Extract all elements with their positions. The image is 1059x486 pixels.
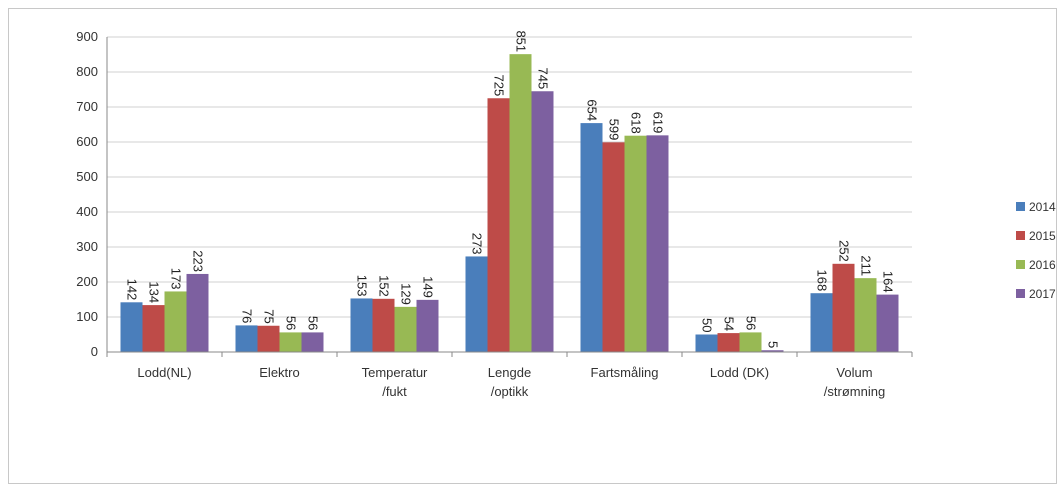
data-label: 5 [766,341,781,348]
data-label: 725 [492,75,507,97]
data-label: 54 [722,317,737,331]
data-label: 153 [355,275,370,297]
bar [695,334,718,352]
category-label: Temperatur [362,365,428,380]
bar [810,293,833,352]
bar [416,299,439,352]
category-label: /strømning [824,384,885,399]
legend-swatch [1016,202,1025,211]
x-axis: Lodd(NL) Elektro Temperatur/fukt Lengde/opt… [106,351,913,399]
data-label: 56 [284,316,299,330]
bar [372,298,395,352]
bar [531,91,554,352]
bar [580,123,603,352]
data-label: 50 [700,318,715,332]
y-tick-label: 600 [76,134,98,149]
legend-swatch [1016,289,1025,298]
bar [120,302,143,352]
data-label: 168 [815,269,830,291]
bar [832,263,855,352]
bar [186,273,209,352]
bar [350,298,373,352]
data-label: 618 [629,112,644,134]
y-tick-label: 100 [76,309,98,324]
data-label: 252 [837,240,852,262]
bar [854,278,877,352]
category-label: /optikk [491,384,529,399]
data-label: 56 [306,316,321,330]
data-label: 851 [514,30,529,52]
bar [301,332,324,352]
legend-label: 2015 [1029,229,1056,243]
category-label: Fartsmåling [591,365,659,380]
y-tick-label: 900 [76,29,98,44]
data-label: 56 [744,316,759,330]
data-label: 164 [881,271,896,293]
bar [876,294,899,352]
data-label: 134 [147,281,162,303]
data-label: 273 [470,233,485,255]
data-label: 223 [191,250,206,272]
bar [465,256,488,352]
bar [739,332,762,352]
category-label: Lengde [488,365,531,380]
y-tick-label: 800 [76,64,98,79]
chart-frame: 0 100 200 300 400 500 600 700 800 900 142 134 173 22… [8,8,1057,484]
bar [624,135,647,352]
legend-label: 2017 [1029,287,1056,301]
bar [761,350,784,352]
category-label: /fukt [382,384,407,399]
bar [164,291,187,352]
data-label: 152 [377,275,392,297]
category-label: Lodd (DK) [710,365,769,380]
y-tick-label: 0 [91,344,98,359]
data-label: 599 [607,119,622,141]
legend-swatch [1016,260,1025,269]
bar [487,98,510,352]
data-label: 619 [651,112,666,134]
legend-label: 2016 [1029,258,1056,272]
bar [602,142,625,352]
data-label: 149 [421,276,436,298]
bar [279,332,302,352]
bar [394,306,417,352]
bar [717,333,740,352]
category-label: Lodd(NL) [137,365,191,380]
data-label: 654 [585,99,600,121]
data-label: 142 [125,279,140,301]
bars [120,54,899,353]
category-label: Volum [836,365,872,380]
y-axis: 0 100 200 300 400 500 600 700 800 900 [76,29,108,359]
data-label: 211 [859,255,874,276]
bar [509,54,532,353]
legend-label: 2014 [1029,200,1056,214]
data-label: 173 [169,268,184,290]
y-tick-label: 200 [76,274,98,289]
data-labels: 142 134 173 223 76 75 56 56 153 152 129 149 273 725 85… [125,30,896,348]
category-label: Elektro [259,365,299,380]
bar [235,325,258,352]
legend-swatch [1016,231,1025,240]
data-label: 75 [262,309,277,323]
bar [646,135,669,352]
data-label: 129 [399,283,414,305]
y-tick-label: 300 [76,239,98,254]
y-tick-label: 700 [76,99,98,114]
y-tick-label: 500 [76,169,98,184]
bar [142,305,165,352]
bar-chart: 0 100 200 300 400 500 600 700 800 900 142 134 173 22… [76,29,1056,399]
data-label: 76 [240,309,255,323]
bar [257,325,280,352]
data-label: 745 [536,68,551,90]
y-tick-label: 400 [76,204,98,219]
legend: 2014 2015 2016 2017 [1016,200,1056,301]
